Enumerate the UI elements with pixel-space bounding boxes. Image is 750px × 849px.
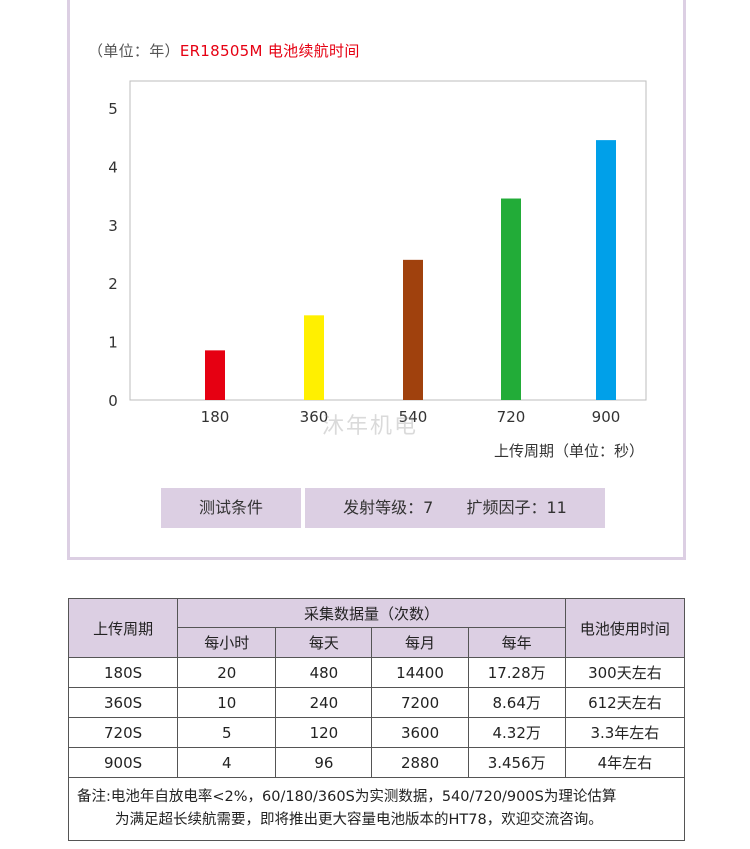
table-row: 180S 20 480 14400 17.28万 300天左右 bbox=[67, 657, 686, 688]
header-collect: 采集数据量（次数） bbox=[177, 598, 566, 628]
battery-life-table: 上传周期 采集数据量（次数） 电池使用时间 每小时 每天 每月 每年 180S … bbox=[67, 598, 686, 841]
table-cell: 7200 bbox=[371, 687, 469, 718]
test-conditions-values: 发射等级：7 扩频因子：11 bbox=[305, 488, 605, 528]
header-period: 上传周期 bbox=[67, 598, 179, 658]
table-cell: 3.3年左右 bbox=[564, 717, 686, 748]
test-conditions-label: 测试条件 bbox=[161, 488, 301, 528]
y-tick-label: 2 bbox=[108, 275, 118, 293]
y-tick-label: 1 bbox=[108, 334, 118, 352]
table-cell: 14400 bbox=[371, 657, 469, 688]
transmit-level: 发射等级：7 bbox=[343, 498, 434, 517]
bar bbox=[501, 198, 521, 400]
note-line-2: 为满足超长续航需要，即将推出更大容量电池版本的HT78，欢迎交流咨询。 bbox=[115, 812, 603, 828]
table-cell: 2880 bbox=[371, 747, 469, 778]
y-tick-label: 0 bbox=[108, 392, 118, 410]
y-tick-label: 5 bbox=[108, 100, 118, 118]
table-cell: 612天左右 bbox=[564, 687, 686, 718]
table-cell: 17.28万 bbox=[467, 657, 566, 688]
table-cell: 120 bbox=[275, 717, 373, 748]
table-row: 720S 5 120 3600 4.32万 3.3年左右 bbox=[67, 717, 686, 748]
sub-header-hour: 每小时 bbox=[177, 627, 277, 658]
table-cell: 5 bbox=[177, 717, 277, 748]
bar-chart: 0 1 2 3 4 5 180 360 540 720 900 bbox=[108, 80, 647, 426]
watermark: 沐年机电 bbox=[322, 414, 419, 439]
table-cell: 20 bbox=[177, 657, 277, 688]
table-row: 900S 4 96 2880 3.456万 4年左右 bbox=[67, 747, 686, 778]
plot-area bbox=[129, 80, 647, 401]
chart-title-unit: （单位：年） bbox=[88, 42, 180, 60]
note-row: 备注:电池年自放电率<2%，60/180/360S为实测数据，540/720/9… bbox=[68, 777, 685, 841]
spreading-factor: 扩频因子：11 bbox=[466, 498, 567, 517]
x-axis-label: 上传周期（单位：秒） bbox=[494, 442, 645, 460]
table-cell: 360S bbox=[67, 687, 179, 718]
header-life: 电池使用时间 bbox=[564, 598, 686, 658]
table-cell: 3.456万 bbox=[467, 747, 566, 778]
table-cell: 4年左右 bbox=[564, 747, 686, 778]
bar bbox=[403, 259, 423, 400]
bar bbox=[205, 350, 225, 400]
y-tick-label: 4 bbox=[108, 158, 118, 176]
x-tick-label: 720 bbox=[497, 408, 526, 426]
table-cell: 720S bbox=[67, 717, 179, 748]
chart-panel bbox=[67, 0, 686, 560]
bar bbox=[596, 140, 616, 400]
table-cell: 900S bbox=[67, 747, 179, 778]
x-tick-label: 360 bbox=[300, 408, 329, 426]
table-cell: 96 bbox=[275, 747, 373, 778]
table-cell: 10 bbox=[177, 687, 277, 718]
table-cell: 180S bbox=[67, 657, 179, 688]
table-cell: 240 bbox=[275, 687, 373, 718]
table-row: 360S 10 240 7200 8.64万 612天左右 bbox=[67, 687, 686, 718]
x-tick-label: 180 bbox=[201, 408, 230, 426]
chart-title-name: ER18505M 电池续航时间 bbox=[179, 42, 360, 60]
table-cell: 4 bbox=[177, 747, 277, 778]
sub-header-month: 每月 bbox=[371, 627, 469, 658]
note-line-1: 备注:电池年自放电率<2%，60/180/360S为实测数据，540/720/9… bbox=[77, 789, 617, 805]
table-cell: 3600 bbox=[371, 717, 469, 748]
table-note: 备注:电池年自放电率<2%，60/180/360S为实测数据，540/720/9… bbox=[68, 777, 685, 841]
table-cell: 8.64万 bbox=[467, 687, 566, 718]
sub-header-day: 每天 bbox=[275, 627, 373, 658]
table-cell: 4.32万 bbox=[467, 717, 566, 748]
sub-header-year: 每年 bbox=[467, 627, 566, 658]
chart-title: （单位：年）ER18505M 电池续航时间 bbox=[88, 40, 360, 61]
bar bbox=[304, 315, 324, 400]
table-cell: 480 bbox=[275, 657, 373, 688]
x-tick-label: 900 bbox=[592, 408, 621, 426]
table-cell: 300天左右 bbox=[564, 657, 686, 688]
y-tick-label: 3 bbox=[108, 217, 118, 235]
x-tick-label: 540 bbox=[399, 408, 428, 426]
